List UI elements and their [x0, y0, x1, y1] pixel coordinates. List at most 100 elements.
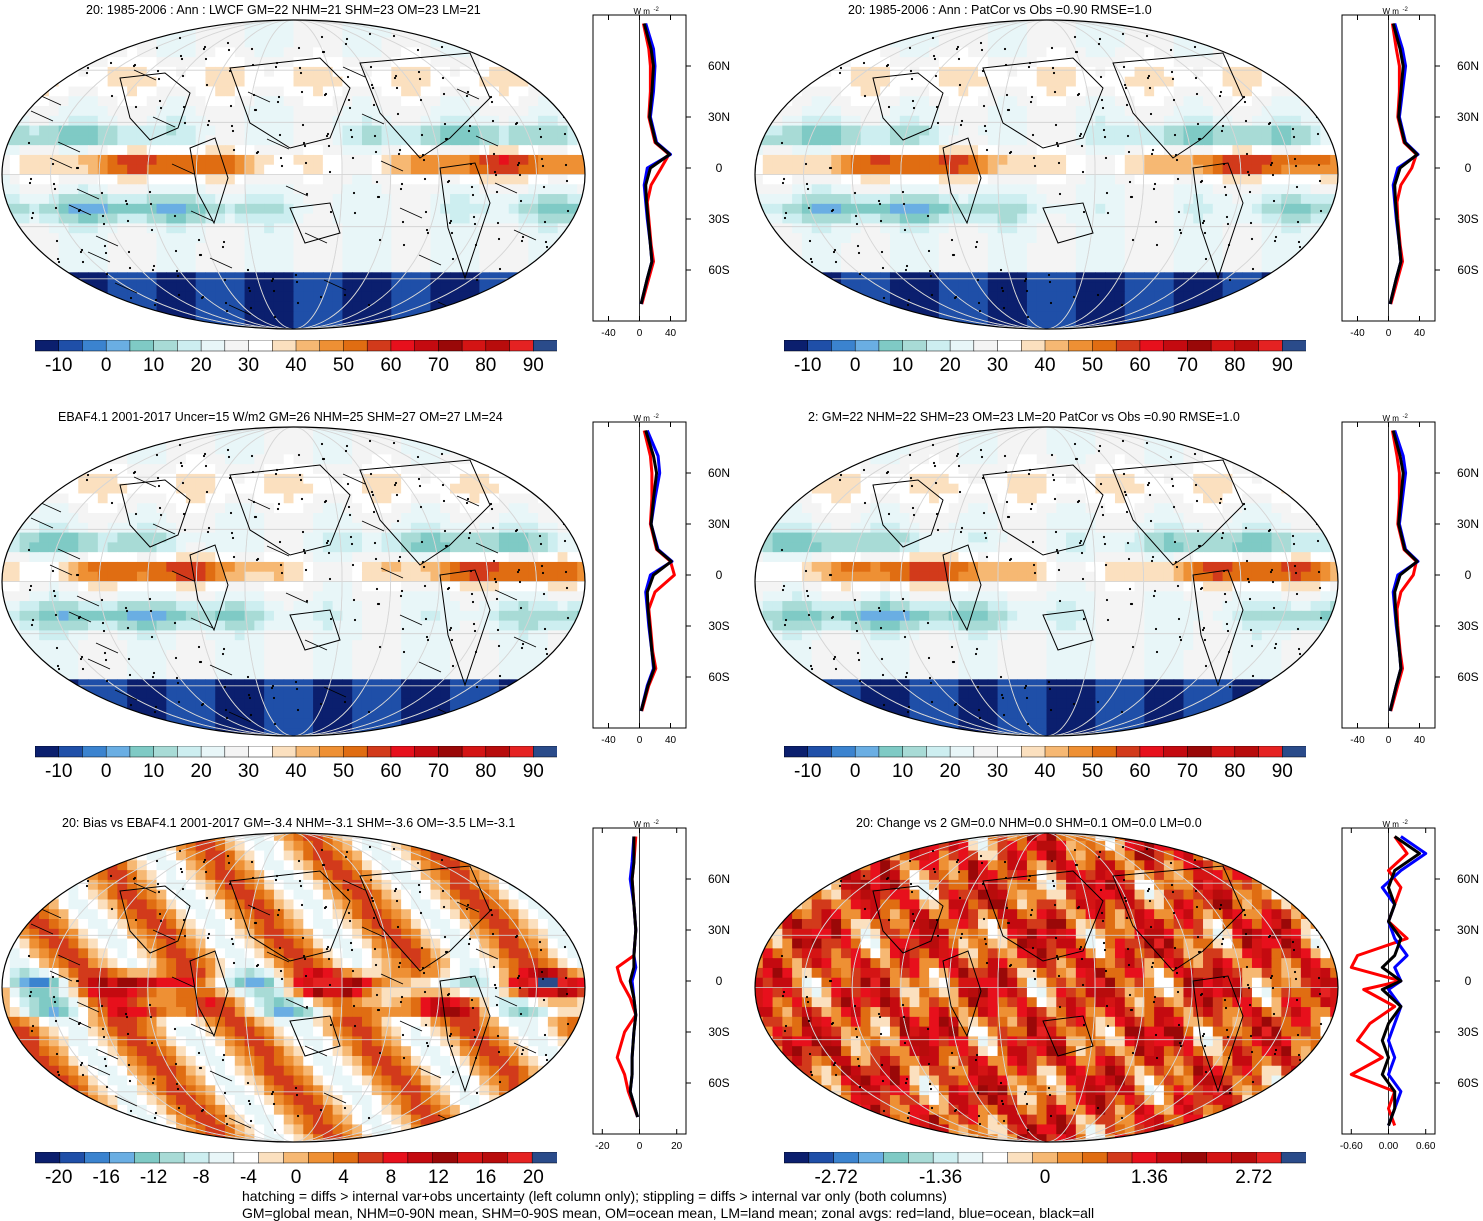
stipple-dot: [1299, 1077, 1303, 1081]
stipple-dot: [110, 94, 114, 98]
stipple-dot: [1293, 564, 1297, 568]
stipple-dot: [547, 297, 551, 301]
stipple-dot: [81, 1073, 85, 1077]
stipple-dot: [279, 969, 283, 973]
stipple-dot: [884, 718, 888, 722]
stipple-dot: [1149, 519, 1153, 523]
colorbar-box: [509, 746, 534, 758]
stipple-dot: [1151, 555, 1155, 559]
stipple-dot: [546, 671, 550, 675]
stipple-dot: [272, 289, 276, 293]
stipple-dot: [105, 272, 109, 276]
colorbar-box: [949, 746, 975, 758]
stipple-dot: [75, 979, 79, 983]
stipple-dot: [911, 506, 915, 510]
stipple-dot: [542, 592, 546, 596]
stipple-dot: [1048, 1093, 1052, 1097]
stipple-dot: [321, 50, 325, 54]
stipple-dot: [1033, 571, 1037, 575]
stipple-dot: [77, 1022, 81, 1026]
stipple-dot: [832, 1063, 836, 1067]
stipple-dot: [838, 478, 842, 482]
stipple-dot: [781, 994, 785, 998]
colorbar-box: [1181, 1152, 1208, 1164]
stipple-dot: [883, 718, 887, 722]
stipple-dot: [547, 704, 551, 708]
stipple-dot: [197, 645, 201, 649]
stipple-dot: [494, 580, 498, 584]
stipple-dot: [130, 718, 134, 722]
stipple-dot: [298, 879, 302, 883]
colorbar-box: [343, 746, 368, 758]
stipple-dot: [250, 47, 254, 51]
lat-label: 60S: [708, 670, 729, 684]
stipple-dot: [368, 845, 372, 849]
stipple-dot: [1123, 490, 1127, 494]
stipple-dot: [148, 1003, 152, 1007]
colorbar-box: [272, 746, 297, 758]
stipple-dot: [1079, 945, 1083, 949]
unit-exponent: -2: [654, 7, 660, 13]
stipple-dot: [468, 937, 472, 941]
stipple-dot: [1203, 1044, 1207, 1048]
stipple-dot: [858, 272, 862, 276]
stipple-dot: [468, 531, 472, 535]
stipple-dot: [1248, 1003, 1252, 1007]
stipple-dot: [106, 714, 110, 718]
stipple-dot: [278, 540, 282, 544]
lat-label: 30N: [1457, 923, 1479, 937]
colorbar-box: [1187, 340, 1212, 352]
colorbar-tick-label: 20: [940, 761, 961, 782]
stipple-dot: [402, 1056, 406, 1060]
stipple-dot: [999, 268, 1003, 272]
colorbar-box: [926, 746, 951, 758]
colorbar-tick-label: 70: [1177, 355, 1198, 376]
stipple-dot: [1078, 541, 1082, 545]
stipple-dot: [887, 512, 891, 516]
stipple-dot: [100, 191, 104, 195]
stipple-dot: [152, 264, 156, 268]
stipple-dot: [349, 535, 353, 539]
stipple-dot: [372, 916, 376, 920]
stipple-dot: [149, 202, 153, 206]
stipple-dot: [396, 519, 400, 523]
stipple-dot: [1001, 1102, 1005, 1106]
lat-label: 30S: [1457, 1025, 1478, 1039]
stipple-dot: [1049, 301, 1053, 305]
stipple-dot: [1271, 580, 1275, 584]
stipple-dot: [102, 629, 106, 633]
stipple-dot: [227, 48, 231, 52]
lat-label: 30N: [1457, 110, 1479, 124]
colorbar-tick-label: 40: [1034, 761, 1055, 782]
stipple-dot: [470, 998, 474, 1002]
stipple-dot: [548, 315, 552, 319]
stipple-dot: [376, 602, 380, 606]
longitude-gridline: [851, 427, 1242, 736]
colorbar-tick-label: 20: [940, 355, 961, 376]
stipple-dot: [323, 93, 327, 97]
panel-title-6: 20: Change vs 2 GM=0.0 NHM=0.0 SHM=0.1 O…: [856, 816, 1202, 830]
stipple-dot: [181, 74, 185, 78]
stipple-dot: [930, 1106, 934, 1110]
colorbar-box: [854, 340, 880, 352]
colorbar-tick-label: -12: [140, 1167, 167, 1188]
map-border: [1, 19, 586, 330]
stipple-dot: [86, 66, 90, 70]
zonal-line-all: [1380, 835, 1421, 1127]
stipple-dot: [955, 860, 959, 864]
colorbar-box: [129, 746, 155, 758]
colorbar-box: [319, 746, 345, 758]
stipple-dot: [1121, 845, 1125, 849]
stipple-dot: [1152, 1000, 1156, 1004]
stipple-dot: [1324, 715, 1328, 719]
stipple-dot: [1051, 879, 1055, 883]
stipple-dot: [321, 457, 325, 461]
stipple-dot: [1002, 713, 1006, 717]
stipple-dot: [1154, 1033, 1158, 1037]
colorbar-tick-label: 80: [1224, 355, 1245, 376]
stipple-dot: [106, 1120, 110, 1124]
stipple-dot: [495, 190, 499, 194]
stipple-dot: [1023, 279, 1027, 283]
colorbar-box: [224, 746, 250, 758]
